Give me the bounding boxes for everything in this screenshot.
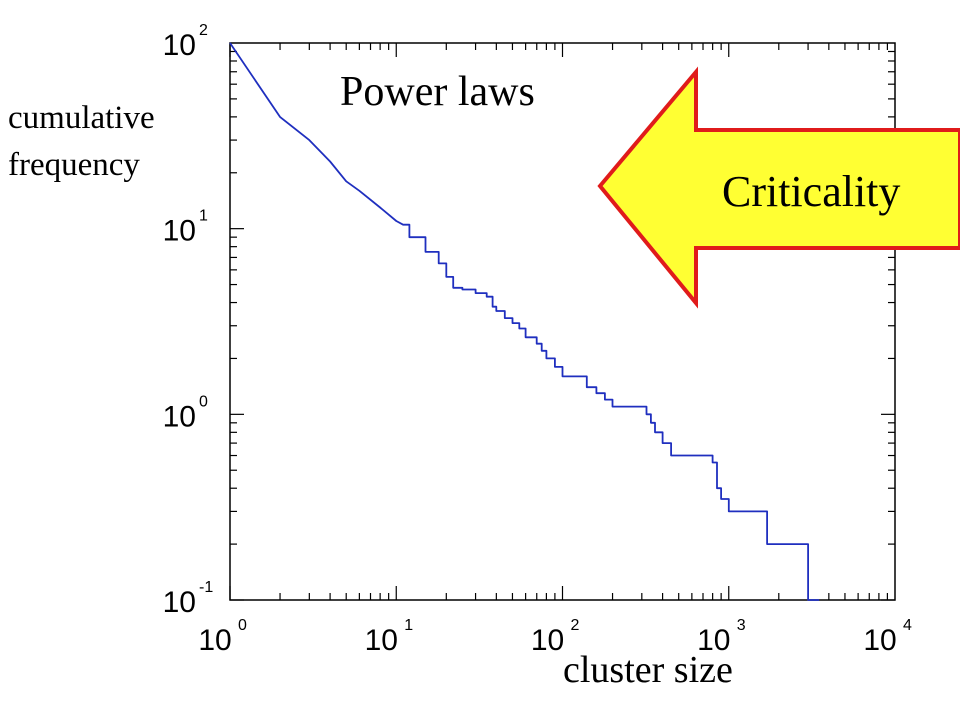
y-axis-label-line-2: frequency [8,147,140,183]
y-tick-label: 10 [163,215,196,248]
criticality-label: Criticality [722,167,900,216]
x-tick-exponent: 0 [238,617,247,634]
y-tick-exponent: 2 [199,22,208,39]
y-tick-label: 10 [163,400,196,433]
criticality-arrow: Criticality [597,66,960,309]
y-tick-label: 10 [163,29,196,62]
x-tick-label: 10 [365,624,398,657]
series-group [229,42,820,601]
axis-tick-labels: 10 0 10 1 10 2 10 3 10 410 -110 010 110 2 [163,22,912,657]
x-tick-exponent: 1 [404,617,413,634]
x-tick-label: 10 [863,624,896,657]
plot-frame [229,42,896,601]
x-tick-label: 10 [697,624,730,657]
y-tick-exponent: 0 [199,393,208,410]
x-tick-exponent: 4 [903,617,912,634]
x-tick-exponent: 2 [571,617,580,634]
y-axis-label-line-1: cumulative [8,100,155,136]
x-tick-label: 10 [198,624,231,657]
y-tick-exponent: -1 [199,579,213,596]
series-line [229,42,820,601]
y-tick-label: 10 [163,586,196,619]
x-tick-label: 10 [531,624,564,657]
criticality-arrow-shape [597,66,960,309]
x-axis-label: cluster size [563,649,733,691]
y-tick-exponent: 1 [199,208,208,225]
chart-title: Power laws [340,69,535,115]
x-tick-exponent: 3 [737,617,746,634]
axis-ticks [229,43,895,601]
